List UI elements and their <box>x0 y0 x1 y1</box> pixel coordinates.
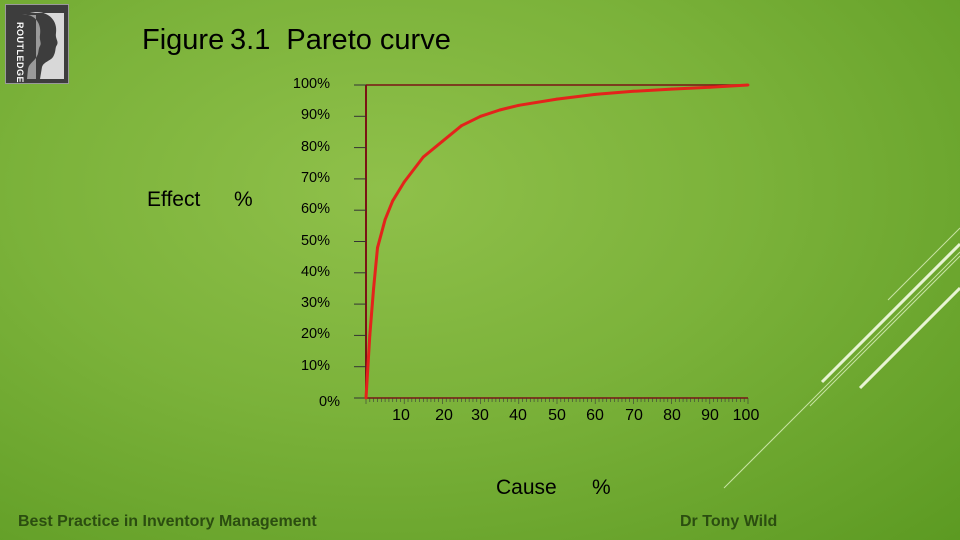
x-tick-label: 50 <box>548 407 566 424</box>
routledge-logo: ROUTLEDGE <box>5 4 69 84</box>
y-tick-label: 10% <box>300 357 330 374</box>
y-tick-label: 0% <box>319 394 340 410</box>
y-axis-unit: % <box>234 188 253 211</box>
y-tick-label: 100% <box>292 76 330 92</box>
pareto-curve-point <box>372 287 376 290</box>
pareto-curve-point <box>376 246 379 250</box>
y-tick-label: 80% <box>300 138 330 155</box>
slide-title: Figure 3.1 Pareto curve <box>142 24 451 56</box>
pareto-curve-point <box>555 97 559 101</box>
x-tick-label: 80 <box>663 407 681 424</box>
pareto-curve-point <box>441 139 444 143</box>
x-tick-label: 20 <box>435 407 453 424</box>
pareto-curve-point <box>632 89 635 93</box>
y-tick-label: 20% <box>300 326 330 343</box>
y-tick-label: 40% <box>300 263 330 280</box>
x-axis-unit: % <box>592 476 611 499</box>
y-tick-label: 60% <box>300 201 330 218</box>
x-tick-label: 60 <box>586 407 604 424</box>
x-tick-label: 30 <box>471 407 489 424</box>
pareto-curve-point <box>498 108 502 112</box>
x-tick-label: 100 <box>732 407 760 424</box>
y-tick-label: 30% <box>300 295 330 312</box>
pareto-curve-point <box>391 199 395 203</box>
pareto-curve-point <box>593 92 597 96</box>
pareto-curve-point <box>479 114 482 118</box>
y-tick-label: 70% <box>300 169 330 186</box>
pareto-curve-point <box>383 218 387 221</box>
pareto-curve-point <box>368 334 372 337</box>
pareto-curve-point <box>460 124 463 128</box>
x-tick-label: 10 <box>392 407 410 424</box>
pareto-curve-point <box>421 155 425 159</box>
x-tick-label: 90 <box>701 407 719 424</box>
pareto-curve-point <box>364 396 368 400</box>
y-axis-title: Effect <box>147 188 201 211</box>
footer-book-title: Best Practice in Inventory Management <box>18 513 317 530</box>
y-tick-label: 50% <box>300 232 330 249</box>
pareto-curve-point <box>670 87 673 91</box>
pareto-curve-point <box>746 83 750 87</box>
pareto-curve-point <box>708 85 712 89</box>
x-tick-label: 70 <box>625 407 643 424</box>
x-tick-label: 40 <box>509 407 527 424</box>
pareto-curve-line <box>364 83 749 399</box>
y-tick-label: 90% <box>300 107 330 124</box>
pareto-curve-point <box>402 180 406 184</box>
x-axis-title: Cause <box>496 476 557 499</box>
pareto-curve-point <box>517 103 521 107</box>
profile-silhouette-icon <box>22 12 64 79</box>
footer-author: Dr Tony Wild <box>680 513 778 530</box>
